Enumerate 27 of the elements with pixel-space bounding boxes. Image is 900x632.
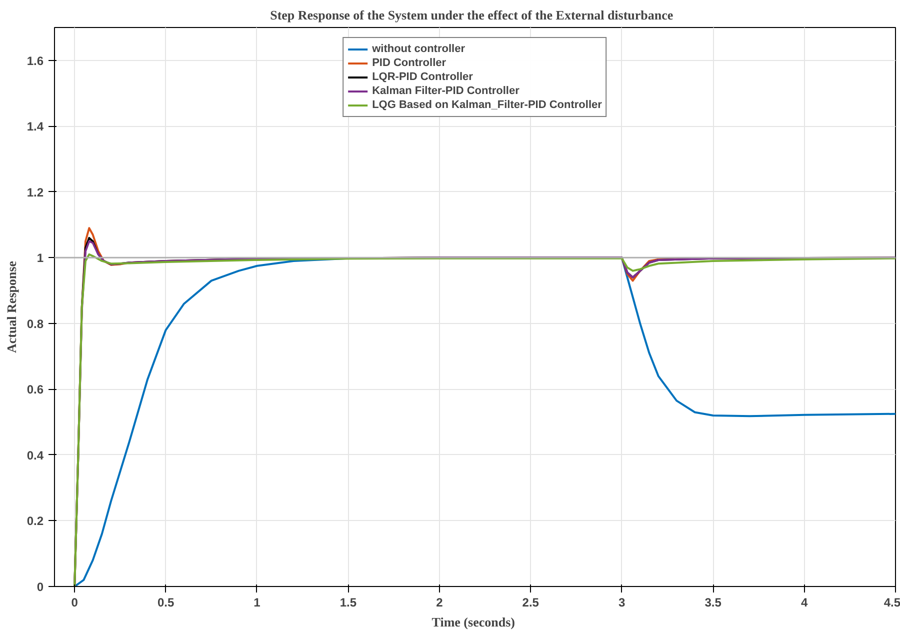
legend-label: PID Controller [372,56,446,70]
x-tick-label: 4 [800,596,808,610]
x-axis-title: Time (seconds) [432,614,515,630]
x-tick-label: 2 [436,596,444,610]
x-tick-label: 3 [618,596,626,610]
y-tick-label: 0.6 [26,382,44,397]
legend-label: Kalman Filter-PID Controller [372,84,520,98]
x-tick-label: 4.5 [884,596,900,610]
legend-label: LQG Based on Kalman_Filter-PID Controller [372,98,602,112]
y-tick-label: 1.4 [26,120,44,134]
x-tick-label: 0 [71,596,78,610]
x-tick-label: 1 [254,596,261,610]
y-tick-label: 1 [36,251,44,266]
y-tick-label: 1.2 [26,185,44,200]
legend-label: without controller [372,42,465,56]
y-tick-label: 0.8 [26,316,44,331]
legend-label: LQR-PID Controller [372,70,473,84]
chart-title: Step Response of the System under the effect of the External disturbance [270,8,674,22]
y-tick-label: 0.2 [26,514,44,528]
x-tick-label: 0.5 [157,596,174,610]
y-tick-label: 0 [36,580,44,594]
x-tick-label: 2.5 [522,596,540,610]
y-axis-title: Actual Response [4,260,19,354]
y-tick-label: 1.6 [26,54,44,68]
x-tick-label: 1.5 [340,596,357,610]
y-tick-label: 0.4 [26,448,44,462]
x-tick-label: 3.5 [704,596,722,610]
